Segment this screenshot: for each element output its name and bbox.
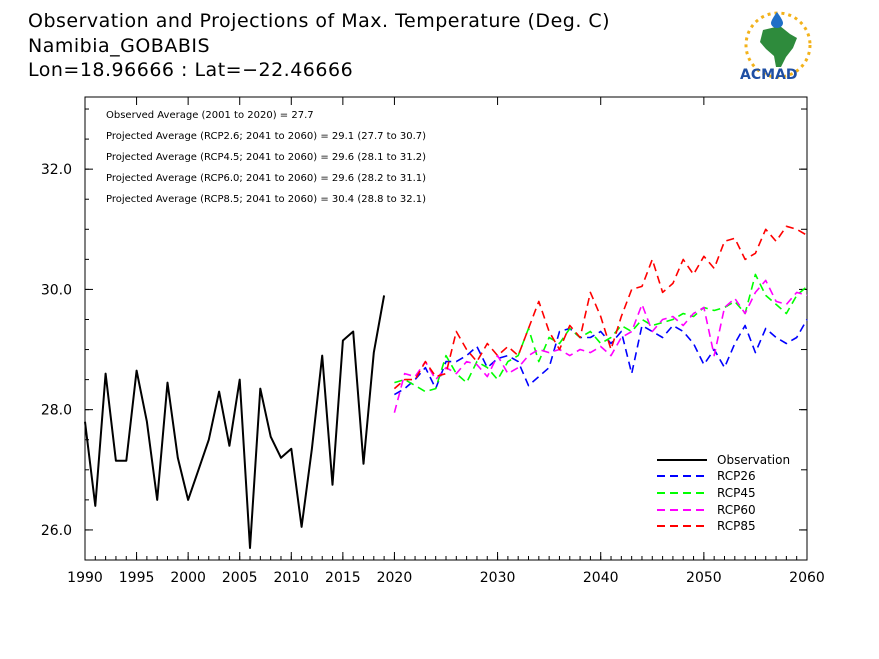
station-name: Namibia_GOBABIS: [28, 35, 210, 57]
chart-title: Observation and Projections of Max. Temp…: [28, 10, 610, 32]
x-tick-label: 1990: [67, 570, 103, 586]
annotation-rcp60: Projected Average (RCP6.0; 2041 to 2060)…: [106, 173, 426, 184]
legend-label-rcp60: RCP60: [717, 503, 756, 517]
x-tick-label: 2050: [686, 570, 722, 586]
annotation-box: Observed Average (2001 to 2020) = 27.7 P…: [106, 110, 426, 205]
y-tick-label: 28.0: [41, 403, 72, 419]
series-line-rcp60: [393, 279, 808, 413]
series-line-rcp45: [394, 273, 808, 393]
station-coordinates: Lon=18.96666 : Lat=−22.46666: [28, 59, 353, 81]
acmad-logo: ACMAD: [740, 11, 812, 83]
series-line-observation: [84, 295, 386, 549]
y-tick-label: 30.0: [41, 282, 72, 298]
legend-label-rcp85: RCP85: [717, 519, 756, 533]
legend: Observation RCP26 RCP45 RCP60 RCP85: [657, 453, 790, 533]
plot-frame: [84, 96, 808, 561]
x-tick-label: 2015: [325, 570, 361, 586]
y-tick-label: 26.0: [41, 523, 72, 539]
legend-label-observation: Observation: [717, 453, 790, 467]
x-tick-label: 2010: [273, 570, 309, 586]
axis-ticks: 1990 1995 2000 2005 2010 2015 2020 2030 2040 2050…: [41, 97, 825, 586]
annotation-observed: Observed Average (2001 to 2020) = 27.7: [106, 110, 314, 121]
legend-label-rcp26: RCP26: [717, 469, 756, 483]
x-tick-label: 2005: [222, 570, 258, 586]
x-tick-label: 2020: [377, 570, 413, 586]
legend-label-rcp45: RCP45: [717, 486, 756, 500]
x-tick-label: 2000: [170, 570, 206, 586]
x-tick-label: 2060: [789, 570, 825, 586]
annotation-rcp26: Projected Average (RCP2.6; 2041 to 2060)…: [106, 131, 426, 142]
series-line-rcp85: [393, 225, 808, 390]
logo-text: ACMAD: [740, 67, 798, 83]
annotation-rcp45: Projected Average (RCP4.5; 2041 to 2060)…: [106, 152, 426, 163]
x-tick-label: 2030: [480, 570, 516, 586]
y-tick-label: 32.0: [41, 162, 72, 178]
x-tick-label: 1995: [119, 570, 155, 586]
x-tick-label: 2040: [583, 570, 619, 586]
africa-map-icon: [744, 11, 812, 79]
annotation-rcp85: Projected Average (RCP8.5; 2041 to 2060)…: [106, 194, 426, 205]
series-lines: [84, 225, 808, 549]
series-line-rcp26: [393, 319, 808, 396]
